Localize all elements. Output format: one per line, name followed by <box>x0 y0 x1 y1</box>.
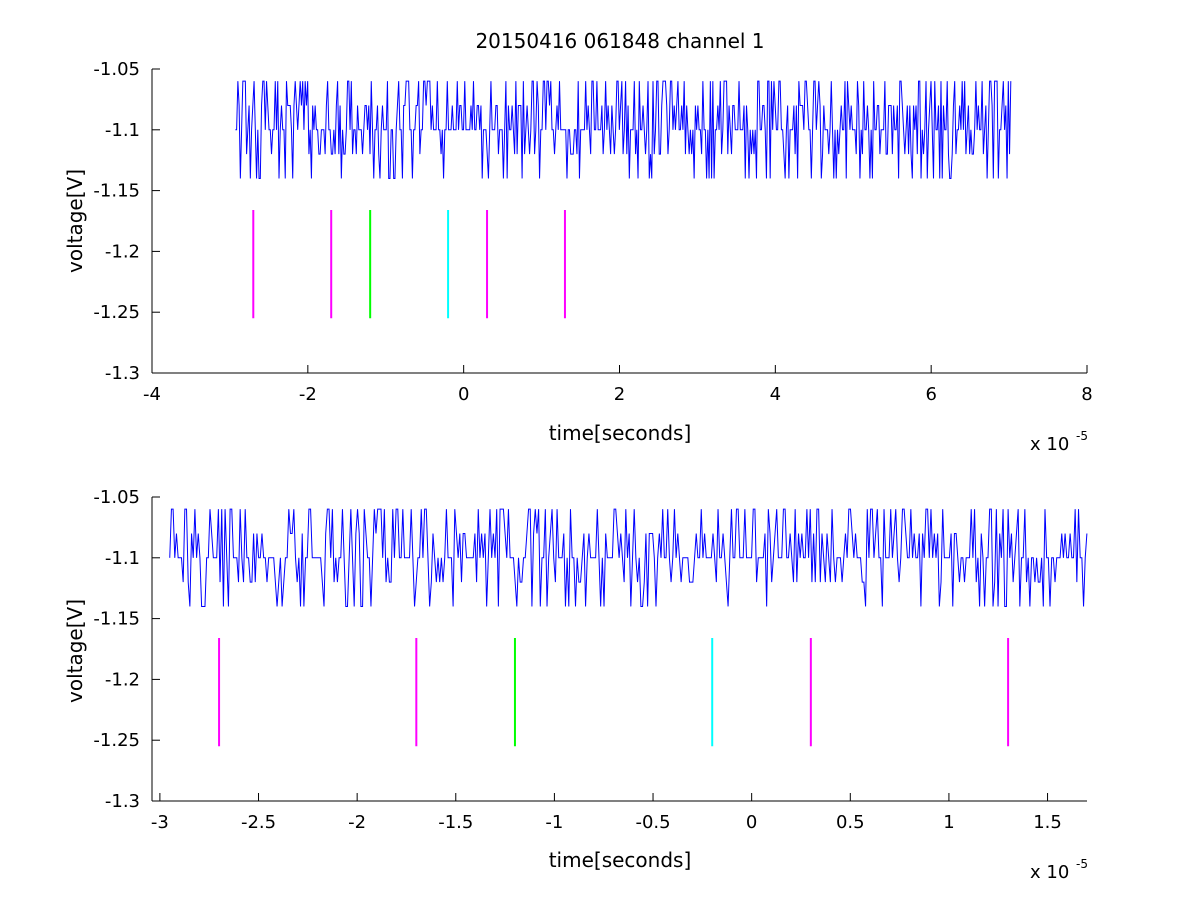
bottom-y-tick-label: -1.3 <box>105 791 140 812</box>
bottom-x-tick-label: -1.5 <box>438 812 473 833</box>
top-y-tick-label: -1.1 <box>105 120 140 141</box>
bottom-y-tick-label: -1.1 <box>105 548 140 569</box>
top-y-tick-label: -1.2 <box>105 241 140 262</box>
bottom-x-tick-label: -2 <box>348 812 366 833</box>
bottom-y-tick-label: -1.2 <box>105 669 140 690</box>
top-x-tick-label: 8 <box>1081 384 1092 405</box>
top-x-axis-label: time[seconds] <box>549 421 692 445</box>
top-x-tick-label: 6 <box>925 384 936 405</box>
top-x-tick-label: 4 <box>770 384 781 405</box>
bottom-axes: voltage[V] time[seconds] x 10 -5 -3 -2.5 -… <box>63 487 1088 883</box>
top-y-tick-label: -1.05 <box>93 59 140 80</box>
top-y-tick-label: -1.15 <box>93 181 140 202</box>
top-x-tick-label: 2 <box>614 384 625 405</box>
bottom-x-multiplier-text: x 10 <box>1030 862 1069 883</box>
bottom-y-tick-label: -1.05 <box>93 487 140 508</box>
bottom-y-tick-label: -1.15 <box>93 609 140 630</box>
top-x-tick-label: -4 <box>143 384 161 405</box>
top-y-tick-label: -1.25 <box>93 302 140 323</box>
bottom-x-multiplier: x 10 -5 <box>1030 857 1088 883</box>
top-x-multiplier-exponent: -5 <box>1076 429 1088 443</box>
bottom-x-tick-label: -0.5 <box>635 812 670 833</box>
top-x-multiplier: x 10 -5 <box>1030 429 1088 455</box>
bottom-x-tick-label: 0 <box>746 812 757 833</box>
bottom-x-tick-label: 1 <box>943 812 954 833</box>
top-y-tick-label: -1.3 <box>105 363 140 384</box>
bottom-x-multiplier-exponent: -5 <box>1076 857 1088 871</box>
bottom-x-tick-label: 1.5 <box>1033 812 1062 833</box>
bottom-x-axis-label: time[seconds] <box>549 848 692 872</box>
bottom-y-tick-label: -1.25 <box>93 730 140 751</box>
figure-title: 20150416 061848 channel 1 <box>475 29 764 53</box>
bottom-signal-line <box>169 508 1088 607</box>
bottom-x-tick-label: -1 <box>545 812 563 833</box>
top-signal-line <box>235 80 1012 179</box>
bottom-x-tick-label: -3 <box>151 812 169 833</box>
bottom-x-tick-label: 0.5 <box>836 812 865 833</box>
bottom-x-tick-label: -2.5 <box>241 812 276 833</box>
top-x-tick-label: -2 <box>299 384 317 405</box>
top-y-axis-label: voltage[V] <box>63 169 87 273</box>
bottom-y-axis-label: voltage[V] <box>63 599 87 703</box>
top-x-multiplier-text: x 10 <box>1030 434 1069 455</box>
top-axes: voltage[V] time[seconds] x 10 -5 -4 -2 0 2 4… <box>63 59 1093 455</box>
top-x-tick-label: 0 <box>458 384 469 405</box>
